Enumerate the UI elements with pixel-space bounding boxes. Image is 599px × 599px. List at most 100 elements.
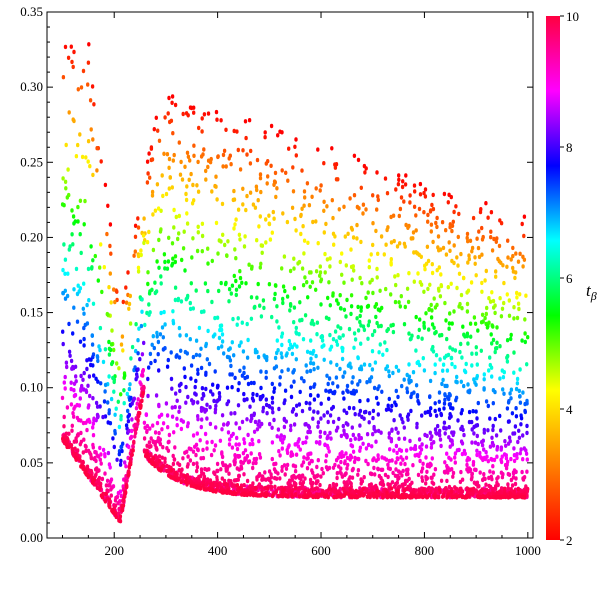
scatter-point xyxy=(251,465,255,471)
scatter-point xyxy=(353,436,357,441)
scatter-point xyxy=(361,324,366,329)
scatter-point xyxy=(281,489,285,495)
scatter-point xyxy=(397,436,401,441)
scatter-point xyxy=(389,323,393,328)
scatter-point xyxy=(470,351,474,356)
scatter-point xyxy=(314,186,318,191)
scatter-point xyxy=(326,445,330,451)
scatter-point xyxy=(509,387,514,392)
scatter-point xyxy=(223,281,228,287)
scatter-point xyxy=(515,452,519,457)
scatter-point xyxy=(144,412,149,418)
scatter-point xyxy=(427,464,432,469)
scatter-point xyxy=(287,346,291,352)
scatter-point xyxy=(422,325,427,330)
scatter-point xyxy=(153,208,158,213)
scatter-point xyxy=(90,84,95,89)
scatter-point xyxy=(109,342,114,347)
scatter-point xyxy=(103,182,108,188)
scatter-point xyxy=(184,197,189,203)
scatter-point xyxy=(350,380,354,385)
scatter-point xyxy=(196,371,200,376)
scatter-point xyxy=(72,388,76,393)
scatter-point xyxy=(453,455,457,460)
scatter-point xyxy=(309,356,313,361)
scatter-point xyxy=(421,356,425,361)
scatter-point xyxy=(458,349,462,355)
scatter-point xyxy=(152,127,156,132)
scatter-point xyxy=(437,487,442,492)
scatter-point xyxy=(423,194,428,199)
scatter-point xyxy=(398,495,403,500)
scatter-point xyxy=(64,142,68,148)
scatter-point xyxy=(60,395,65,401)
scatter-point xyxy=(389,408,393,413)
scatter-point xyxy=(106,203,110,208)
scatter-point xyxy=(370,444,374,449)
scatter-point xyxy=(211,392,215,397)
scatter-point xyxy=(63,386,67,391)
scatter-point xyxy=(235,322,239,327)
scatter-point xyxy=(201,447,205,453)
scatter-point xyxy=(462,432,466,438)
scatter-point xyxy=(367,420,371,425)
scatter-point xyxy=(303,494,307,500)
scatter-point xyxy=(330,406,334,411)
scatter-point xyxy=(524,451,529,456)
plot-frame xyxy=(46,11,534,539)
scatter-point xyxy=(67,247,72,252)
scatter-point xyxy=(272,182,276,187)
scatter-point xyxy=(72,221,76,226)
scatter-point xyxy=(173,254,178,259)
scatter-point xyxy=(443,460,447,465)
scatter-point xyxy=(372,329,377,334)
scatter-point xyxy=(174,470,178,476)
scatter-point xyxy=(267,213,271,218)
scatter-point xyxy=(284,353,288,358)
scatter-point xyxy=(451,406,455,411)
scatter-point xyxy=(409,394,413,400)
scatter-point xyxy=(107,501,112,506)
scatter-point xyxy=(451,432,455,438)
scatter-point xyxy=(204,386,208,392)
scatter-point xyxy=(289,427,293,433)
scatter-point xyxy=(350,475,355,480)
scatter-point xyxy=(304,400,308,406)
scatter-point xyxy=(83,322,88,328)
scatter-point xyxy=(163,259,167,265)
scatter-point xyxy=(63,374,67,380)
scatter-point xyxy=(352,193,357,198)
scatter-point xyxy=(318,188,322,193)
scatter-point xyxy=(307,203,312,208)
scatter-point xyxy=(404,173,408,178)
scatter-point xyxy=(259,189,263,195)
scatter-point xyxy=(273,484,277,489)
scatter-point xyxy=(89,456,94,461)
scatter-point xyxy=(278,375,282,380)
scatter-point xyxy=(356,157,361,163)
scatter-point xyxy=(209,452,214,458)
scatter-point xyxy=(63,441,68,446)
scatter-point xyxy=(178,388,182,394)
scatter-point xyxy=(319,474,323,479)
scatter-point xyxy=(367,319,371,324)
scatter-point xyxy=(227,287,232,292)
scatter-point xyxy=(154,289,159,294)
scatter-point xyxy=(402,322,407,327)
scatter-point xyxy=(254,486,258,491)
scatter-point xyxy=(112,444,117,450)
scatter-point xyxy=(95,146,99,151)
scatter-point xyxy=(210,189,214,194)
scatter-point xyxy=(359,239,363,245)
scatter-point xyxy=(491,443,496,448)
scatter-point xyxy=(428,209,433,214)
scatter-point xyxy=(476,441,480,447)
scatter-point xyxy=(432,472,436,477)
scatter-point xyxy=(212,448,216,453)
scatter-point xyxy=(405,386,409,391)
scatter-point xyxy=(153,463,157,469)
scatter-point xyxy=(310,194,314,199)
scatter-point xyxy=(124,300,129,305)
scatter-point xyxy=(512,350,516,355)
scatter-point xyxy=(120,334,125,339)
